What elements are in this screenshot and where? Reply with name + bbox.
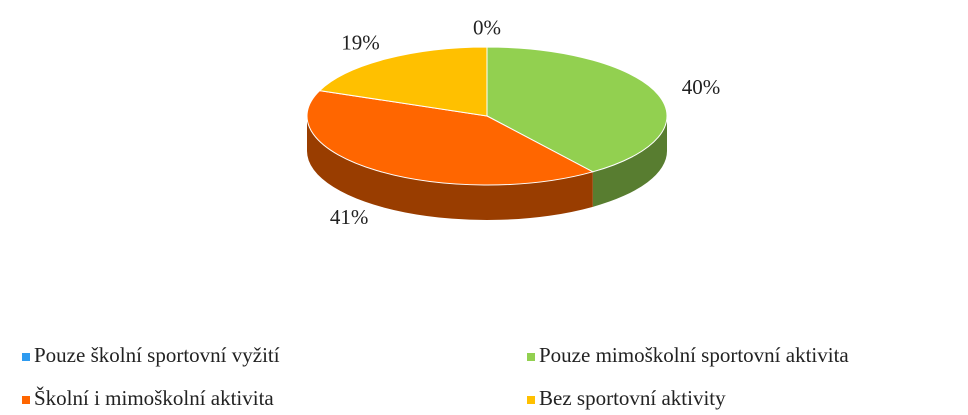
pie-slice xyxy=(318,46,488,117)
legend-label: Školní i mimoškolní aktivita xyxy=(34,386,274,410)
legend-swatch xyxy=(22,353,30,361)
legend-swatch xyxy=(527,353,535,361)
pie-side xyxy=(307,116,593,220)
data-label: 0% xyxy=(473,16,501,40)
data-label: 41% xyxy=(330,205,369,229)
legend-swatch xyxy=(527,396,535,404)
pie-slice xyxy=(306,90,595,186)
data-label: 40% xyxy=(682,75,721,99)
data-label: 19% xyxy=(341,30,380,54)
legend-label: Pouze mimoškolní sportovní aktivita xyxy=(539,343,849,367)
legend-label: Bez sportovní aktivity xyxy=(539,386,726,410)
pie-side xyxy=(592,116,667,207)
legend-label: Pouze školní sportovní vyžití xyxy=(34,343,280,367)
pie-slice xyxy=(486,46,668,173)
legend-swatch xyxy=(22,396,30,404)
